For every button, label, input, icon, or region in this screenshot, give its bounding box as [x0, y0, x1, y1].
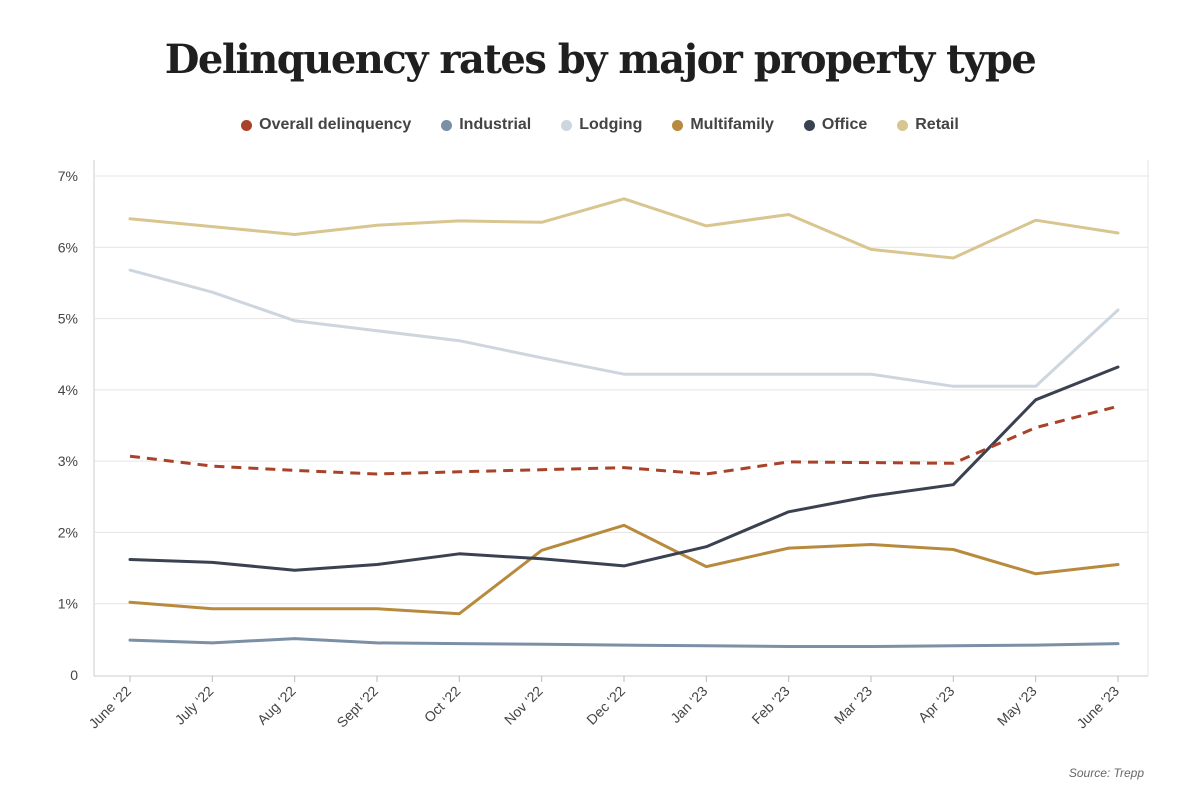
- legend-swatch: [672, 119, 684, 131]
- legend-label: Overall delinquency: [259, 116, 412, 133]
- legend-swatch: [241, 119, 253, 131]
- x-tick-label: May ‘23: [994, 683, 1040, 729]
- y-tick-label: 4%: [58, 382, 78, 398]
- x-tick-label: Dec ‘22: [583, 683, 628, 728]
- x-tick-label: Feb ‘23: [748, 683, 792, 727]
- legend-label: Multifamily: [690, 116, 774, 133]
- y-tick-label: 1%: [58, 596, 78, 612]
- x-tick-label: Nov ‘22: [501, 683, 546, 728]
- x-tick-label: Oct ‘22: [421, 683, 464, 726]
- legend-swatch: [803, 119, 815, 131]
- legend-label: Retail: [915, 116, 959, 133]
- legend-item: Office: [803, 116, 868, 134]
- source-note: Source: Trepp: [1068, 766, 1144, 780]
- y-tick-label: 2%: [58, 524, 78, 540]
- chart-legend: Overall delinquency Industrial Lodging Mult…: [0, 116, 1200, 134]
- legend-swatch: [561, 119, 573, 131]
- y-tick-label: 0: [70, 667, 78, 683]
- y-tick-label: 3%: [58, 453, 78, 469]
- x-tick-label: June ‘23: [1073, 683, 1122, 732]
- x-tick-label: Jan ‘23: [667, 683, 710, 726]
- series-line-overall-delinquency: [129, 404, 1119, 476]
- series-line-industrial: [128, 637, 1120, 648]
- x-tick-label: Sept ‘22: [333, 683, 381, 731]
- x-tick-label: Apr ‘23: [915, 683, 958, 726]
- x-tick-label: July ‘22: [172, 683, 217, 728]
- legend-swatch: [441, 119, 453, 131]
- series-line-office: [128, 365, 1120, 572]
- legend-item: Industrial: [441, 116, 531, 134]
- x-tick-label: Aug ‘22: [254, 683, 299, 728]
- legend-item: Retail: [897, 116, 959, 134]
- legend-label: Industrial: [459, 116, 532, 133]
- chart-title: Delinquency rates by major property type: [164, 36, 1037, 83]
- series-line-lodging: [128, 268, 1120, 388]
- y-tick-label: 5%: [58, 311, 78, 327]
- series-line-retail: [128, 197, 1120, 260]
- x-tick-label: Mar ‘23: [831, 683, 875, 727]
- legend-swatch: [897, 119, 909, 131]
- x-tick-label: June ‘22: [85, 683, 134, 732]
- series-line-multifamily: [128, 523, 1120, 616]
- legend-item: Multifamily: [672, 116, 774, 134]
- legend-label: Office: [821, 116, 868, 133]
- legend-label: Lodging: [579, 116, 643, 133]
- legend-item: Overall delinquency: [241, 116, 411, 134]
- legend-item: Lodging: [561, 116, 642, 134]
- y-tick-label: 7%: [58, 168, 78, 184]
- y-tick-label: 6%: [58, 239, 78, 255]
